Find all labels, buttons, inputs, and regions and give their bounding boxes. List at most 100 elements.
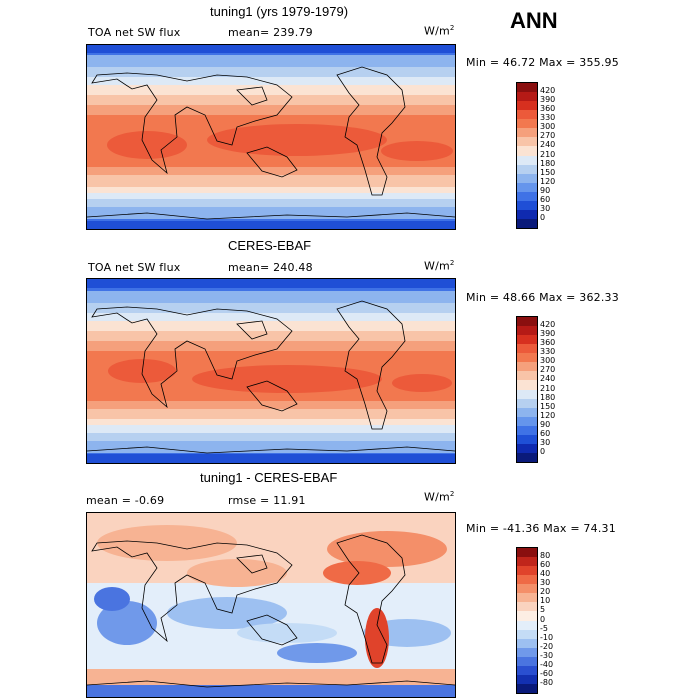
colorbar-swatch xyxy=(517,128,537,138)
colorbar-swatch xyxy=(517,389,537,399)
colorbar-swatch xyxy=(517,353,537,363)
panel3-units: W/m2 xyxy=(424,490,455,504)
colorbar-swatch xyxy=(517,665,537,675)
colorbar-tick-label: 390 xyxy=(540,329,556,339)
colorbar-tick-label: 270 xyxy=(540,365,556,375)
colorbar-swatch xyxy=(517,380,537,390)
colorbar-tick-label: 390 xyxy=(540,95,556,105)
colorbar-tick-label: 210 xyxy=(540,383,556,393)
colorbar-swatch xyxy=(517,344,537,354)
panel1-coastlines xyxy=(87,66,455,220)
colorbar-swatch xyxy=(517,629,537,639)
panel2-colorbar xyxy=(516,316,538,463)
panel1-minmax: Min = 46.72 Max = 355.95 xyxy=(466,56,619,69)
colorbar-swatch xyxy=(517,371,537,381)
panel3-title: tuning1 - CERES-EBAF xyxy=(200,470,338,485)
colorbar-tick-label: 30 xyxy=(540,437,551,447)
colorbar-swatch xyxy=(517,557,537,567)
colorbar-tick-label: 420 xyxy=(540,86,556,96)
colorbar-swatch xyxy=(517,407,537,417)
panel2-minmax: Min = 48.66 Max = 362.33 xyxy=(466,291,619,304)
colorbar-swatch xyxy=(517,155,537,165)
colorbar-tick-label: -80 xyxy=(540,677,554,687)
colorbar-swatch xyxy=(517,317,537,327)
colorbar-tick-label: 180 xyxy=(540,392,556,402)
panel1-title: tuning1 (yrs 1979-1979) xyxy=(210,4,349,19)
colorbar-swatch xyxy=(517,584,537,594)
colorbar-swatch xyxy=(517,674,537,684)
panel2-map xyxy=(86,278,456,464)
colorbar-swatch xyxy=(517,638,537,648)
colorbar-swatch xyxy=(517,362,537,372)
panel3-field xyxy=(87,513,455,697)
panel1-field xyxy=(87,45,455,229)
panel3-rmse: rmse = 11.91 xyxy=(228,494,306,507)
colorbar-swatch xyxy=(517,602,537,612)
colorbar-tick-label: 20 xyxy=(540,587,551,597)
season-label: ANN xyxy=(510,8,558,33)
colorbar-tick-label: 420 xyxy=(540,320,556,330)
colorbar-swatch xyxy=(517,119,537,129)
colorbar-swatch xyxy=(517,173,537,183)
colorbar-tick-label: 240 xyxy=(540,374,556,384)
colorbar-swatch xyxy=(517,137,537,147)
colorbar-swatch xyxy=(517,83,537,93)
colorbar-tick-label: 5 xyxy=(540,605,546,615)
colorbar-tick-label: 300 xyxy=(540,122,556,132)
panel1-units: W/m2 xyxy=(424,24,455,38)
colorbar-tick-label: 30 xyxy=(540,203,551,213)
colorbar-tick-label: -20 xyxy=(540,641,554,651)
colorbar-tick-label: 0 xyxy=(540,446,546,456)
colorbar-swatch xyxy=(517,620,537,630)
colorbar-tick-label: -40 xyxy=(540,659,554,669)
colorbar-tick-label: 90 xyxy=(540,419,551,429)
colorbar-swatch xyxy=(517,209,537,219)
colorbar-swatch xyxy=(517,683,537,693)
colorbar-swatch xyxy=(517,218,537,228)
colorbar-swatch xyxy=(517,566,537,576)
colorbar-tick-label: 40 xyxy=(540,569,551,579)
colorbar-tick-label: 330 xyxy=(540,113,556,123)
colorbar-tick-label: -10 xyxy=(540,632,554,642)
panel2-coastlines xyxy=(87,300,455,454)
colorbar-swatch xyxy=(517,416,537,426)
colorbar-tick-label: 60 xyxy=(540,560,551,570)
colorbar-swatch xyxy=(517,434,537,444)
colorbar-tick-label: -60 xyxy=(540,668,554,678)
panel1-mean: mean= 239.79 xyxy=(228,26,313,39)
panel3-minmax: Min = -41.36 Max = 74.31 xyxy=(466,522,616,535)
colorbar-tick-label: 180 xyxy=(540,158,556,168)
colorbar-tick-label: 120 xyxy=(540,176,556,186)
colorbar-tick-label: 360 xyxy=(540,338,556,348)
panel3-coastlines xyxy=(87,534,455,688)
colorbar-swatch xyxy=(517,92,537,102)
panel2-field xyxy=(87,279,455,463)
colorbar-tick-label: -5 xyxy=(540,623,548,633)
colorbar-swatch xyxy=(517,575,537,585)
colorbar-swatch xyxy=(517,335,537,345)
colorbar-swatch xyxy=(517,656,537,666)
colorbar-swatch xyxy=(517,443,537,453)
colorbar-tick-label: 30 xyxy=(540,578,551,588)
colorbar-tick-label: 0 xyxy=(540,212,546,222)
colorbar-swatch xyxy=(517,110,537,120)
panel2-mean: mean= 240.48 xyxy=(228,261,313,274)
colorbar-swatch xyxy=(517,647,537,657)
colorbar-swatch xyxy=(517,425,537,435)
colorbar-swatch xyxy=(517,182,537,192)
colorbar-tick-label: 210 xyxy=(540,149,556,159)
colorbar-tick-label: 80 xyxy=(540,551,551,561)
colorbar-tick-label: 150 xyxy=(540,401,556,411)
colorbar-tick-label: 360 xyxy=(540,104,556,114)
colorbar-swatch xyxy=(517,191,537,201)
colorbar-swatch xyxy=(517,101,537,111)
colorbar-swatch xyxy=(517,398,537,408)
panel3-mean: mean = -0.69 xyxy=(86,494,165,507)
colorbar-tick-label: 270 xyxy=(540,131,556,141)
colorbar-swatch xyxy=(517,164,537,174)
panel2-variable: TOA net SW flux xyxy=(88,261,181,274)
colorbar-tick-label: 150 xyxy=(540,167,556,177)
panel3-map xyxy=(86,512,456,698)
colorbar-tick-label: 120 xyxy=(540,410,556,420)
colorbar-tick-label: 330 xyxy=(540,347,556,357)
